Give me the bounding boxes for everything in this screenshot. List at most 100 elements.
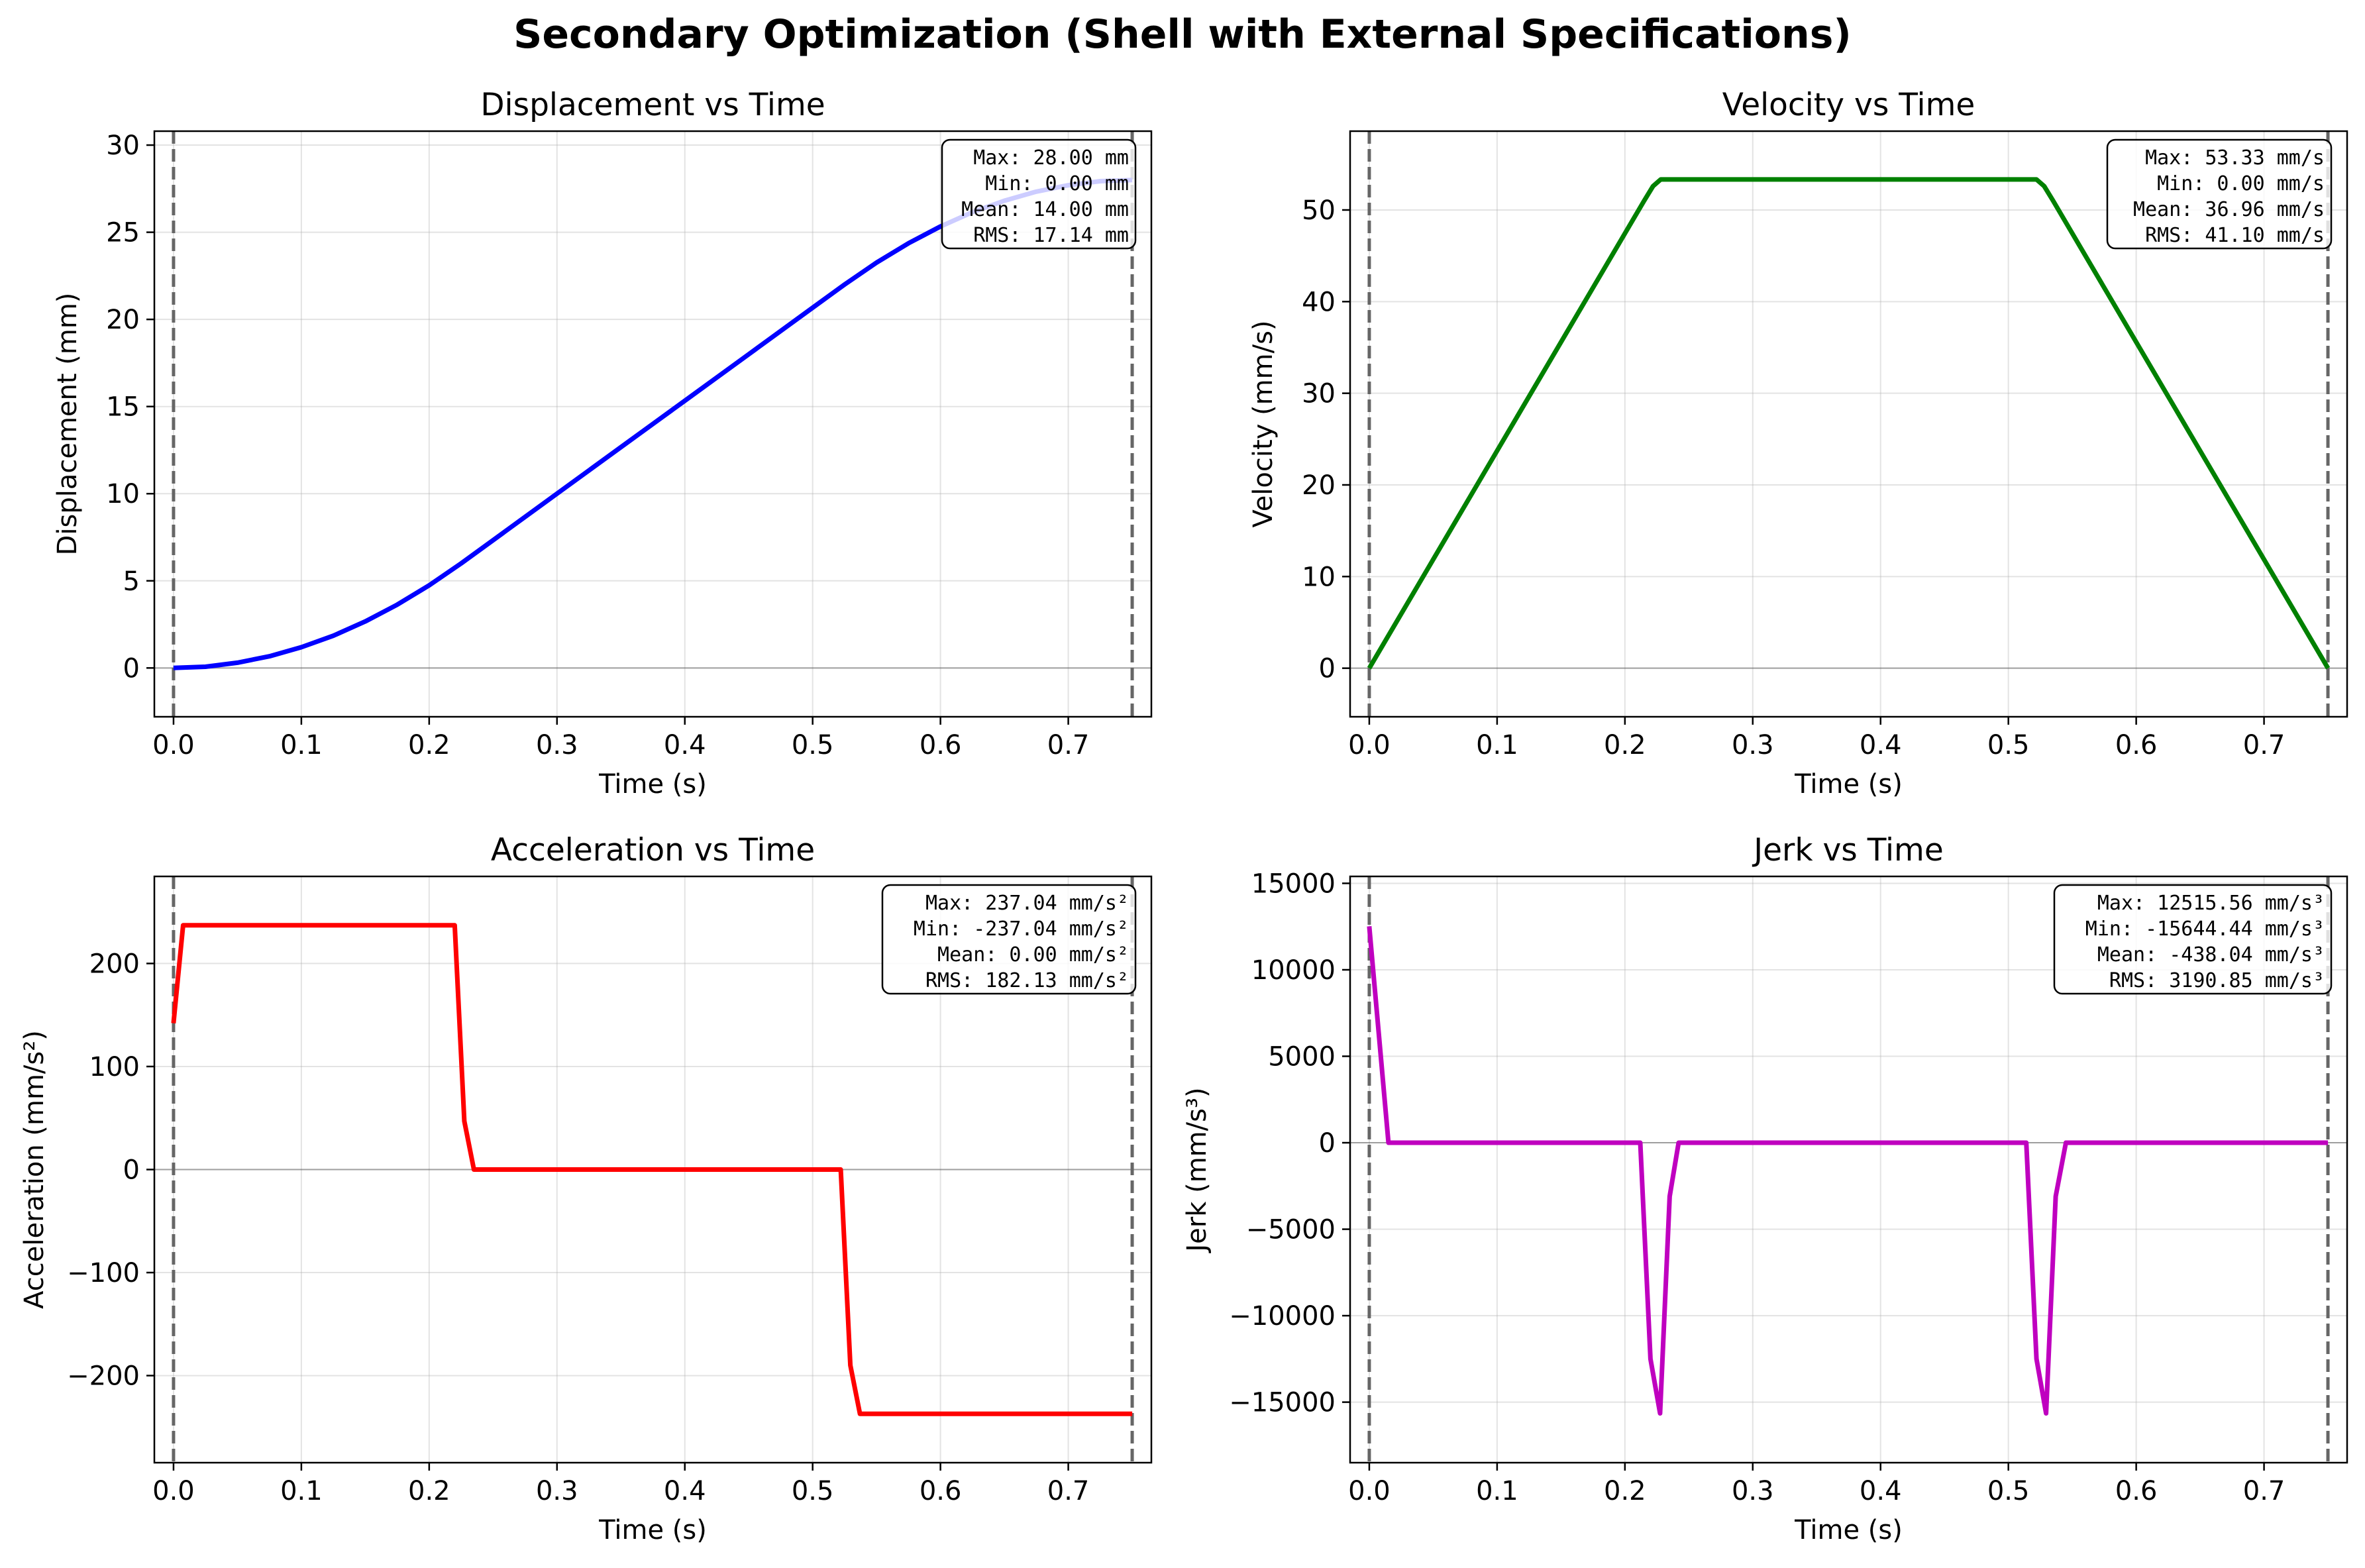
acceleration-stat-0: Max: 237.04 mm/s² bbox=[925, 892, 1129, 915]
displacement-ylabel: Displacement (mm) bbox=[52, 293, 83, 556]
displacement-xtick-label-1: 0.1 bbox=[280, 730, 323, 760]
jerk-panel: 0.0 0.1 0.2 0.3 0.4 0.5 0.6 0.7 −15000 −10000 −500… bbox=[1182, 832, 2348, 1545]
velocity-xtick-label-3: 0.3 bbox=[1732, 730, 1774, 760]
displacement-ytick-label-1: 5 bbox=[123, 566, 140, 597]
velocity-xtick-label-6: 0.6 bbox=[2115, 730, 2158, 760]
jerk-xtick-label-2: 0.2 bbox=[1604, 1476, 1646, 1506]
displacement-ytick-label-6: 30 bbox=[106, 131, 140, 161]
displacement-stat-1: Min: 0.00 mm bbox=[985, 172, 1129, 195]
jerk-xtick-label-6: 0.6 bbox=[2115, 1476, 2158, 1506]
jerk-xtick-label-4: 0.4 bbox=[1860, 1476, 1902, 1506]
velocity-ylabel: Velocity (mm/s) bbox=[1248, 320, 1279, 527]
velocity-series-line bbox=[1367, 177, 2331, 670]
jerk-xtick-label-7: 0.7 bbox=[2243, 1476, 2286, 1506]
displacement-ytick-label-0: 0 bbox=[123, 653, 140, 684]
acceleration-xtick-label-6: 0.6 bbox=[920, 1476, 962, 1506]
jerk-xtick-label-5: 0.5 bbox=[1987, 1476, 2030, 1506]
jerk-ytick-label-5: 10000 bbox=[1251, 955, 1336, 986]
displacement-stats-box bbox=[941, 138, 1137, 250]
displacement-ytick-label-4: 20 bbox=[106, 305, 140, 335]
displacement-xtick-label-7: 0.7 bbox=[1047, 730, 1090, 760]
jerk-ytick-label-0: −15000 bbox=[1229, 1388, 1336, 1418]
velocity-stat-2: Mean: 36.96 mm/s bbox=[2133, 198, 2325, 221]
velocity-ytick-label-4: 40 bbox=[1302, 287, 1336, 317]
displacement-stat-3: RMS: 17.14 mm bbox=[973, 224, 1129, 247]
velocity-xtick-label-1: 0.1 bbox=[1476, 730, 1518, 760]
acceleration-ytick-label-2: 0 bbox=[123, 1155, 140, 1186]
velocity-ytick-label-3: 30 bbox=[1302, 379, 1336, 409]
acceleration-xtick-label-5: 0.5 bbox=[792, 1476, 834, 1506]
jerk-xtick-label-3: 0.3 bbox=[1732, 1476, 1774, 1506]
displacement-stat-0: Max: 28.00 mm bbox=[973, 146, 1129, 170]
velocity-ytick-label-1: 10 bbox=[1302, 562, 1336, 592]
jerk-xlabel: Time (s) bbox=[1794, 1515, 1903, 1545]
velocity-xtick-label-5: 0.5 bbox=[1987, 730, 2030, 760]
acceleration-xtick-label-7: 0.7 bbox=[1047, 1476, 1090, 1506]
acceleration-title: Acceleration vs Time bbox=[491, 832, 815, 868]
jerk-stat-0: Max: 12515.56 mm/s³ bbox=[2097, 892, 2325, 915]
displacement-xtick-label-0: 0.0 bbox=[152, 730, 195, 760]
jerk-stat-1: Min: -15644.44 mm/s³ bbox=[2085, 917, 2325, 941]
jerk-ytick-label-6: 15000 bbox=[1251, 868, 1336, 899]
acceleration-ytick-label-3: 100 bbox=[89, 1052, 140, 1082]
acceleration-xtick-label-1: 0.1 bbox=[280, 1476, 323, 1506]
acceleration-stat-2: Mean: 0.00 mm/s² bbox=[937, 943, 1129, 967]
acceleration-stats-box bbox=[881, 884, 1137, 995]
displacement-xtick-label-5: 0.5 bbox=[792, 730, 834, 760]
jerk-stat-3: RMS: 3190.85 mm/s³ bbox=[2109, 969, 2325, 992]
jerk-xtick-label-1: 0.1 bbox=[1476, 1476, 1518, 1506]
velocity-title: Velocity vs Time bbox=[1722, 87, 1975, 123]
displacement-xtick-label-2: 0.2 bbox=[408, 730, 450, 760]
displacement-xtick-label-6: 0.6 bbox=[920, 730, 962, 760]
jerk-axes-frame bbox=[1349, 875, 2348, 1464]
jerk-ytick-label-3: 0 bbox=[1319, 1128, 1336, 1159]
velocity-panel: 0.0 0.1 0.2 0.3 0.4 0.5 0.6 0.7 0 10 20 30 40 50 Veloc… bbox=[1248, 87, 2348, 800]
acceleration-ytick-label-4: 200 bbox=[89, 949, 140, 979]
velocity-xtick-label-0: 0.0 bbox=[1348, 730, 1391, 760]
displacement-axes-frame bbox=[153, 130, 1153, 718]
jerk-ytick-label-1: −10000 bbox=[1229, 1301, 1336, 1332]
velocity-ytick-label-2: 20 bbox=[1302, 470, 1336, 501]
jerk-xtick-label-0: 0.0 bbox=[1348, 1476, 1391, 1506]
velocity-stat-0: Max: 53.33 mm/s bbox=[2145, 146, 2325, 170]
velocity-xlabel: Time (s) bbox=[1794, 769, 1903, 800]
acceleration-ytick-label-0: −200 bbox=[67, 1361, 140, 1392]
displacement-ytick-label-2: 10 bbox=[106, 479, 140, 509]
velocity-ytick-label-5: 50 bbox=[1302, 195, 1336, 226]
displacement-ytick-label-3: 15 bbox=[106, 392, 140, 423]
acceleration-series-line bbox=[171, 923, 1133, 1416]
acceleration-xtick-label-2: 0.2 bbox=[408, 1476, 450, 1506]
displacement-xlabel: Time (s) bbox=[598, 769, 707, 800]
velocity-xtick-label-7: 0.7 bbox=[2243, 730, 2286, 760]
acceleration-ytick-label-1: −100 bbox=[67, 1258, 140, 1288]
acceleration-stat-3: RMS: 182.13 mm/s² bbox=[925, 969, 1129, 992]
jerk-stats-box bbox=[2053, 884, 2333, 995]
displacement-panel: 0.0 0.1 0.2 0.3 0.4 0.5 0.6 0.7 0 5 10 15 20 25 30 Disp… bbox=[52, 87, 1153, 800]
acceleration-ylabel: Acceleration (mm/s²) bbox=[19, 1030, 50, 1309]
displacement-xtick-label-3: 0.3 bbox=[536, 730, 578, 760]
displacement-series-line bbox=[173, 178, 1133, 670]
displacement-stat-2: Mean: 14.00 mm bbox=[961, 198, 1129, 221]
jerk-stat-2: Mean: -438.04 mm/s³ bbox=[2097, 943, 2325, 967]
acceleration-panel: 0.0 0.1 0.2 0.3 0.4 0.5 0.6 0.7 −200 −100 0 100 200 A… bbox=[19, 832, 1153, 1545]
displacement-xtick-label-4: 0.4 bbox=[664, 730, 706, 760]
velocity-stat-3: RMS: 41.10 mm/s bbox=[2145, 224, 2325, 247]
jerk-ytick-label-2: −5000 bbox=[1246, 1215, 1336, 1245]
velocity-axes-frame bbox=[1349, 130, 2348, 718]
jerk-series-line bbox=[1367, 925, 2329, 1416]
acceleration-xtick-label-0: 0.0 bbox=[152, 1476, 195, 1506]
velocity-stats-box bbox=[2106, 138, 2333, 250]
displacement-ytick-label-5: 25 bbox=[106, 218, 140, 248]
velocity-stat-1: Min: 0.00 mm/s bbox=[2157, 172, 2325, 195]
velocity-xtick-label-4: 0.4 bbox=[1860, 730, 1902, 760]
figure-title: Secondary Optimization (Shell with Exter… bbox=[513, 11, 1852, 58]
acceleration-xtick-label-4: 0.4 bbox=[664, 1476, 706, 1506]
acceleration-xtick-label-3: 0.3 bbox=[536, 1476, 578, 1506]
acceleration-xlabel: Time (s) bbox=[598, 1515, 707, 1545]
velocity-ytick-label-0: 0 bbox=[1319, 654, 1336, 684]
jerk-title: Jerk vs Time bbox=[1752, 832, 1944, 868]
acceleration-stat-1: Min: -237.04 mm/s² bbox=[914, 917, 1129, 941]
jerk-ylabel: Jerk (mm/s³) bbox=[1182, 1087, 1212, 1253]
velocity-xtick-label-2: 0.2 bbox=[1604, 730, 1646, 760]
